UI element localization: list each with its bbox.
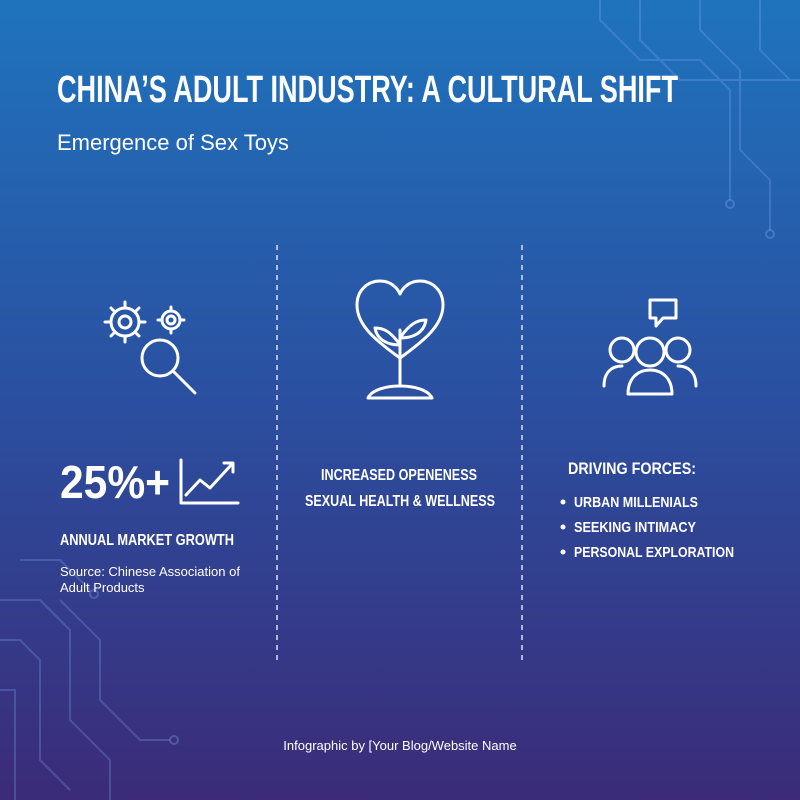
bullet (560, 524, 566, 530)
bullet (560, 549, 566, 555)
subtitle: Emergence of Sex Toys (57, 130, 289, 155)
list-heading: DRIVING FORCES: (568, 459, 696, 478)
people-icon (602, 298, 698, 396)
source-line: Adult Products (60, 580, 145, 595)
stat: 25%+ (60, 456, 170, 508)
list-item: URBAN MILLENIALS (574, 494, 698, 511)
column-text: INCREASED OPENENESS (321, 467, 477, 484)
growth-chart-icon (179, 458, 240, 505)
source-line: Source: Chinese Association of (60, 564, 240, 579)
title: CHINA’S ADULT INDUSTRY: A CULTURAL SHIFT (57, 69, 678, 111)
gears-icon (103, 300, 197, 395)
footer: Infographic by [Your Blog/Website Name (283, 738, 516, 753)
bullet (560, 499, 566, 505)
list-item: PERSONAL EXPLORATION (574, 544, 734, 561)
heart-sprout-icon (355, 279, 445, 400)
list-item: SEEKING INTIMACY (574, 519, 696, 536)
stat-label: ANNUAL MARKET GROWTH (60, 532, 234, 549)
column-text: SEXUAL HEALTH & WELLNESS (305, 493, 495, 510)
